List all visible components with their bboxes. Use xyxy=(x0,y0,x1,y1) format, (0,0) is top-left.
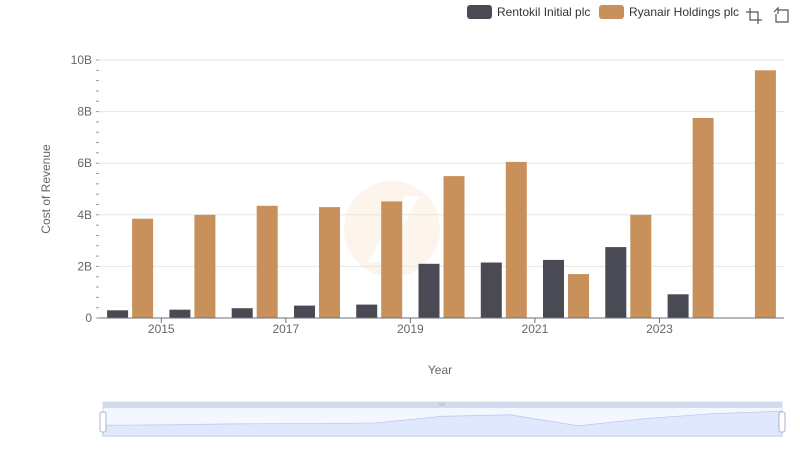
y-axis: 0 2B 4B 6B 8B 10B xyxy=(71,53,99,325)
bar-ryanair-2016[interactable] xyxy=(256,205,278,318)
y-tick-label: 0 xyxy=(85,311,92,325)
slider-top-bar[interactable] xyxy=(103,402,782,408)
legend: Rentokil Initial plc Ryanair Holdings pl… xyxy=(467,5,739,19)
bar-rentokil-2020[interactable] xyxy=(480,262,502,319)
bar-ryanair-2021[interactable] xyxy=(568,274,589,318)
bar-rentokil-2022[interactable] xyxy=(605,247,627,318)
bar-rentokil-2015[interactable] xyxy=(169,309,191,318)
legend-item-ryanair[interactable]: Ryanair Holdings plc xyxy=(599,5,739,19)
x-tick-label: 2023 xyxy=(646,322,673,336)
crop-icon[interactable] xyxy=(746,8,762,24)
legend-item-rentokil[interactable]: Rentokil Initial plc xyxy=(467,5,590,19)
bar-rentokil-2017[interactable] xyxy=(294,305,315,318)
data-zoom-slider[interactable] xyxy=(99,401,786,437)
legend-swatch-rentokil xyxy=(467,5,492,19)
slider-selection xyxy=(103,407,782,436)
x-tick-label: 2017 xyxy=(272,322,299,336)
x-axis-title: Year xyxy=(428,363,452,377)
bar-ryanair-2020[interactable] xyxy=(505,161,527,318)
restore-icon[interactable] xyxy=(773,6,789,23)
bar-rentokil-2023[interactable] xyxy=(667,294,689,318)
bar-rentokil-2021[interactable] xyxy=(543,259,564,318)
y-tick-label: 8B xyxy=(77,105,92,119)
slider-right-handle[interactable] xyxy=(778,411,786,433)
y-tick-label: 4B xyxy=(77,208,92,222)
slider-grip-icon xyxy=(439,403,445,406)
bar-rentokil-2019[interactable] xyxy=(418,263,440,318)
x-tick-label: 2015 xyxy=(148,322,175,336)
bar-ryanair-2022[interactable] xyxy=(630,214,652,318)
bar-ryanair-2023[interactable] xyxy=(692,118,714,318)
bar-ryanair-2014[interactable] xyxy=(132,218,154,318)
y-tick-label: 10B xyxy=(71,53,92,67)
bar-ryanair-2019[interactable] xyxy=(443,176,465,318)
bar-rentokil-2016[interactable] xyxy=(231,308,253,318)
bar-ryanair-2015[interactable] xyxy=(194,214,216,318)
legend-swatch-ryanair xyxy=(599,5,624,19)
bar-ryanair-2024[interactable] xyxy=(754,70,776,318)
legend-label-ryanair: Ryanair Holdings plc xyxy=(629,5,739,19)
bars xyxy=(107,70,776,318)
y-tick-label: 6B xyxy=(77,156,92,170)
legend-label-rentokil: Rentokil Initial plc xyxy=(497,5,590,19)
slider-preview-area xyxy=(102,410,783,437)
bar-ryanair-2017[interactable] xyxy=(319,207,340,318)
bar-ryanair-2018[interactable] xyxy=(381,201,403,318)
bar-rentokil-2018[interactable] xyxy=(356,304,378,318)
y-axis-title: Cost of Revenue xyxy=(39,144,53,234)
x-tick-label: 2019 xyxy=(397,322,424,336)
slider-left-handle[interactable] xyxy=(99,411,107,433)
y-tick-label: 2B xyxy=(77,259,92,273)
x-tick-label: 2021 xyxy=(522,322,549,336)
bar-rentokil-2014[interactable] xyxy=(107,310,129,318)
x-axis: 2015 2017 2019 2021 2023 xyxy=(99,317,784,336)
